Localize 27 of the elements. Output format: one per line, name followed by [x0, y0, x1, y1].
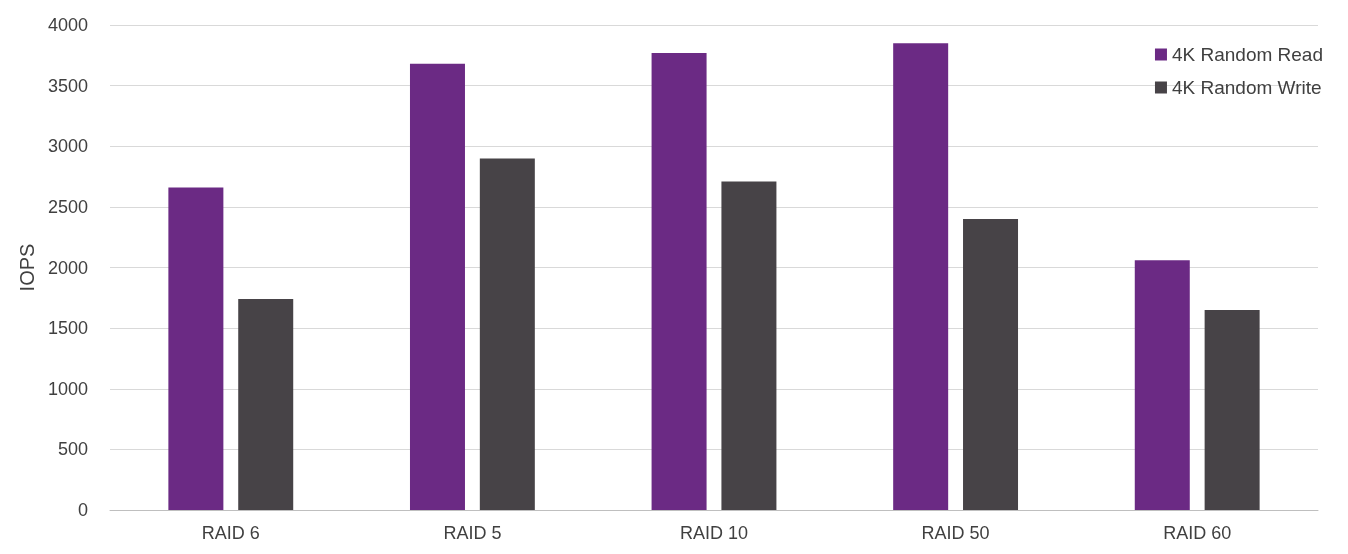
bar [651, 52, 707, 510]
bar [1134, 260, 1190, 510]
bar [963, 219, 1019, 510]
x-tick-label: RAID 60 [1163, 523, 1232, 543]
y-tick-label: 2000 [47, 257, 88, 278]
y-tick-label: 2500 [47, 196, 88, 217]
y-tick-label: 0 [77, 500, 88, 520]
y-tick-label: 1000 [47, 378, 88, 399]
legend-label: 4K Random Read [1171, 44, 1324, 65]
x-tick-label: RAID 6 [201, 523, 260, 543]
y-tick-label: 1500 [47, 318, 88, 339]
x-tick-label: RAID 10 [679, 523, 749, 543]
x-tick-label: RAID 5 [443, 523, 502, 543]
bar [721, 181, 777, 510]
bar [1204, 309, 1260, 510]
bar [479, 158, 535, 510]
y-tick-label: 3500 [47, 75, 88, 96]
y-tick-label: 3000 [47, 136, 88, 157]
bar [409, 63, 465, 510]
y-tick-label: 500 [57, 439, 88, 460]
y-tick-label: 4000 [47, 15, 88, 35]
x-tick-label: RAID 50 [921, 523, 990, 543]
y-axis-title: IOPS [16, 243, 39, 292]
bar [168, 187, 224, 510]
bar [238, 299, 294, 510]
bar [893, 43, 949, 510]
legend-label: 4K Random Write [1171, 77, 1322, 98]
